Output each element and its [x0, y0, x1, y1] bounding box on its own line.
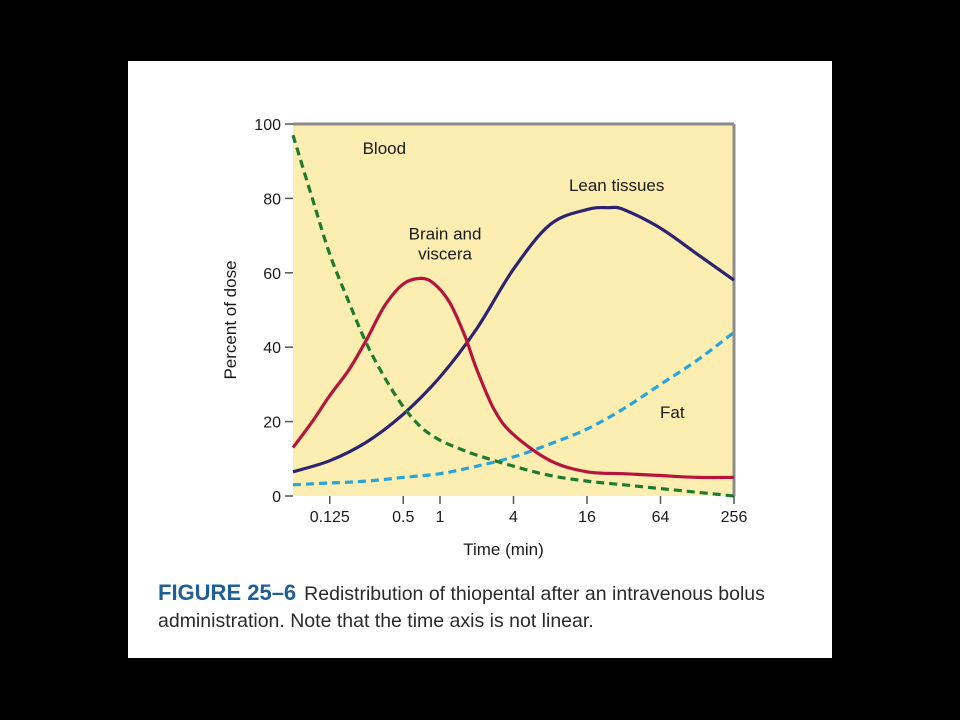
series-line-fat	[292, 331, 735, 487]
y-tick-label: 0	[272, 489, 281, 506]
x-tick-label: 1	[436, 509, 445, 526]
y-tick-label: 20	[263, 415, 281, 432]
y-tick-label: 100	[254, 117, 281, 134]
x-tick-label: 0.5	[392, 509, 414, 526]
series-line-blood	[291, 134, 735, 498]
x-tick-label: 0.125	[310, 509, 350, 526]
x-axis-label: Time (min)	[463, 540, 544, 559]
series-line-lean-tissues	[292, 205, 735, 474]
x-tick-label: 4	[509, 509, 518, 526]
series-label-blood: Blood	[363, 139, 406, 158]
x-tick-label: 256	[721, 509, 748, 526]
series-label-fat: Fat	[660, 403, 685, 422]
chart: Blood Brain and viscera Lean tissues Fat 0 20 4…	[221, 117, 748, 559]
y-tick-label: 80	[263, 191, 281, 208]
x-tick-label: 16	[578, 509, 596, 526]
series-label-brain-and-viscera: Brain and viscera	[409, 224, 482, 263]
y-tick-label: 40	[263, 340, 281, 357]
figure-slide: Blood Brain and viscera Lean tissues Fat 0 20 4…	[128, 61, 832, 658]
y-axis-label: Percent of dose	[221, 260, 240, 379]
x-tick-label: 64	[652, 509, 670, 526]
y-tick-label: 60	[263, 266, 281, 283]
series-label-lean-tissues: Lean tissues	[569, 176, 664, 195]
figure-caption: FIGURE 25–6 Redistribution of thiopental …	[158, 579, 818, 635]
caption-text: Redistribution of thiopental after an in…	[158, 583, 765, 632]
figure-label: FIGURE 25–6	[158, 580, 297, 605]
series-line-brain-and-viscera	[291, 276, 735, 480]
plot-area	[293, 124, 734, 496]
